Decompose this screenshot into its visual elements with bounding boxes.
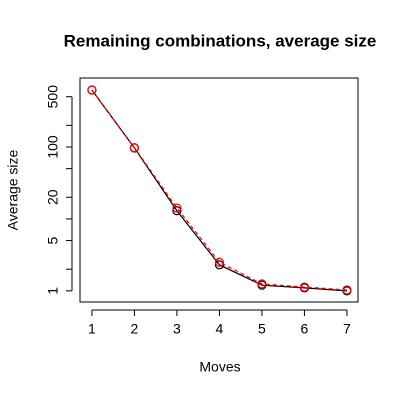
x-tick-label: 7 [343, 321, 351, 337]
point [214, 257, 225, 267]
x-tick-label: 2 [131, 321, 139, 337]
x-tick-label: 3 [173, 321, 181, 337]
point [172, 203, 182, 213]
point [257, 279, 267, 289]
y-tick-label: 1 [45, 287, 61, 295]
y-axis-label: Average size [5, 149, 21, 230]
chart-title: Remaining combinations, average size [64, 31, 377, 50]
y-tick-label: 500 [45, 85, 61, 109]
x-tick-label: 1 [88, 321, 96, 337]
y-tick-label: 20 [45, 189, 61, 205]
x-axis-label: Moves [199, 359, 240, 375]
series-line [91, 89, 347, 291]
point [299, 282, 310, 292]
point [342, 285, 352, 295]
plot-box [79, 77, 359, 303]
x-tick-label: 5 [258, 321, 266, 337]
y-tick-label: 5 [45, 236, 61, 244]
x-tick-label: 4 [216, 321, 224, 337]
y-tick-label: 100 [45, 135, 61, 159]
point [129, 143, 140, 153]
point [172, 206, 182, 216]
point [87, 85, 97, 95]
x-tick-label: 6 [301, 321, 309, 337]
